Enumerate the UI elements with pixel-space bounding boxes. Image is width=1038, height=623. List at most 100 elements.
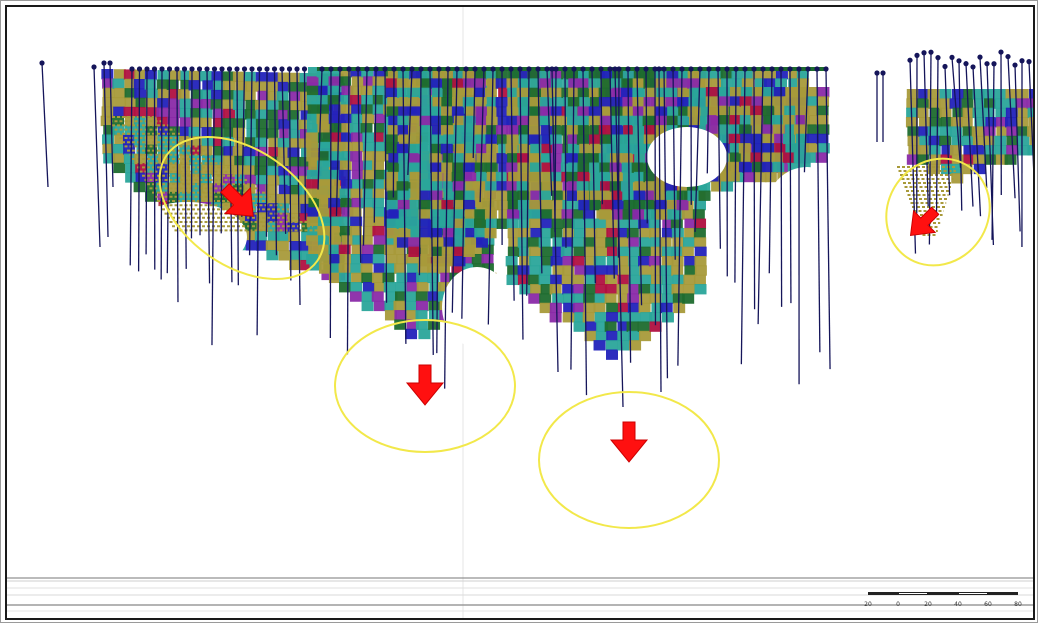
model-block xyxy=(190,145,203,156)
model-block xyxy=(394,310,407,321)
model-block xyxy=(147,88,160,99)
drillhole-trace xyxy=(979,57,988,188)
model-block xyxy=(124,78,137,90)
model-block xyxy=(795,105,808,117)
model-block xyxy=(549,302,562,314)
model-block xyxy=(276,222,289,233)
model-block xyxy=(382,272,395,284)
model-block xyxy=(550,78,563,89)
model-block xyxy=(415,319,428,330)
drillhole-trace xyxy=(93,66,101,248)
drillhole-trace xyxy=(944,66,951,196)
model-block xyxy=(374,282,387,293)
model-block xyxy=(339,216,352,227)
model-block xyxy=(102,97,115,108)
drillhole-collar xyxy=(769,66,775,72)
scale-bar-label: 80 xyxy=(1014,601,1022,608)
model-block xyxy=(549,284,562,295)
model-block xyxy=(465,181,478,192)
drillhole-trace xyxy=(288,68,292,281)
model-block xyxy=(579,143,592,155)
model-block xyxy=(549,312,562,323)
model-block xyxy=(245,240,258,251)
model-block xyxy=(211,89,224,101)
model-block xyxy=(654,78,667,89)
drillhole-collar xyxy=(1005,53,1011,60)
model-block xyxy=(594,218,607,229)
model-block xyxy=(540,199,553,211)
model-block xyxy=(462,97,475,108)
model-block xyxy=(473,78,486,89)
model-block xyxy=(639,293,652,304)
drillhole-trace xyxy=(145,68,148,255)
drillhole-trace xyxy=(362,68,368,246)
model-block xyxy=(461,254,474,265)
model-block xyxy=(628,312,641,323)
model-block xyxy=(430,115,443,127)
model-block xyxy=(962,126,975,137)
model-block xyxy=(764,69,777,80)
model-block xyxy=(222,71,235,82)
model-block xyxy=(350,216,363,227)
model-block xyxy=(743,69,756,80)
model-block xyxy=(605,87,618,99)
model-block xyxy=(618,256,631,267)
model-block xyxy=(573,209,586,220)
model-block xyxy=(552,125,565,136)
model-block xyxy=(565,171,578,183)
model-block xyxy=(396,237,409,248)
drillhole xyxy=(634,66,643,306)
model-block xyxy=(731,69,744,80)
model-block xyxy=(601,199,614,211)
model-block xyxy=(113,162,126,174)
model-block xyxy=(372,104,385,115)
model-block xyxy=(453,134,466,145)
model-block xyxy=(795,115,808,126)
model-block xyxy=(199,117,212,129)
section-view-canvas[interactable]: 20 0 20 40 60 80 xyxy=(5,5,1035,620)
model-block xyxy=(371,272,384,284)
model-block xyxy=(384,310,397,321)
model-block xyxy=(145,97,158,109)
model-block xyxy=(471,254,484,265)
model-block xyxy=(123,153,136,164)
model-block xyxy=(441,246,454,257)
model-block xyxy=(716,105,729,117)
model-block xyxy=(771,115,784,126)
model-block xyxy=(576,181,589,192)
model-block xyxy=(145,125,158,137)
model-block xyxy=(200,108,213,119)
model-block xyxy=(644,209,657,220)
drillhole-collar xyxy=(174,66,180,72)
model-block xyxy=(972,145,985,156)
model-block xyxy=(906,89,919,100)
model-block xyxy=(362,188,375,199)
model-block xyxy=(594,312,607,323)
drillhole-trace xyxy=(487,68,494,325)
model-block xyxy=(373,263,386,274)
model-block xyxy=(995,154,1008,165)
model-block xyxy=(362,113,375,125)
model-block xyxy=(199,70,212,82)
model-block xyxy=(517,237,530,248)
model-block xyxy=(287,175,300,186)
model-block xyxy=(222,202,235,213)
model-block xyxy=(485,69,498,80)
drillhole-trace xyxy=(176,68,179,303)
model-block xyxy=(640,312,653,323)
model-block xyxy=(233,90,246,101)
model-block xyxy=(631,162,644,173)
model-block xyxy=(407,272,420,284)
model-block xyxy=(666,78,679,89)
scale-bar-segment xyxy=(928,592,958,595)
model-block xyxy=(464,171,477,183)
model-block xyxy=(572,218,585,229)
model-block xyxy=(328,235,341,246)
drillhole-collar xyxy=(391,66,397,72)
model-block xyxy=(397,190,410,201)
model-block xyxy=(351,113,364,125)
drillhole xyxy=(740,66,748,365)
model-block xyxy=(660,199,673,211)
model-block xyxy=(475,115,488,127)
model-block xyxy=(244,212,257,223)
